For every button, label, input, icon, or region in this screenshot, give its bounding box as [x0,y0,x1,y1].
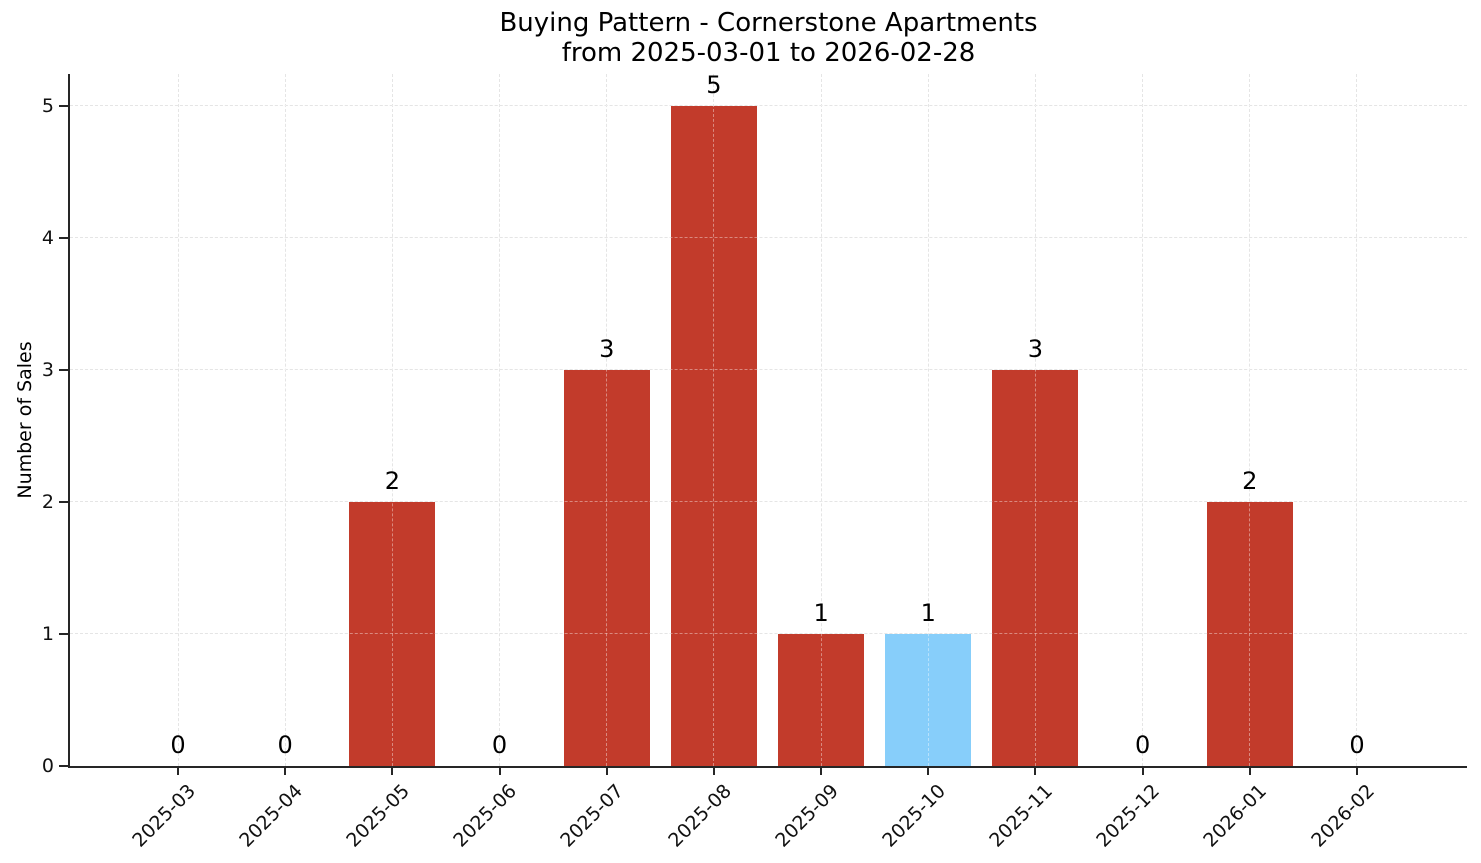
v-gridline-overlay [1249,74,1251,766]
x-tick-label-2025-04: 2025-04 [235,780,307,852]
x-tick-label-2025-09: 2025-09 [770,780,843,852]
x-tick-mark [712,766,715,775]
x-tick-mark [177,766,179,775]
v-gridline-overlay [1142,74,1144,766]
bar-2025-09 [778,633,865,766]
chart-title: Buying Pattern - Cornerstone Apartments [499,8,1038,38]
x-tick-label-2025-05: 2025-05 [342,780,414,852]
bar-value-label-2026-02: 0 [1349,731,1365,759]
h-gridline-overlay [70,501,1467,503]
y-tick-label: 3 [41,358,54,381]
x-tick-label-2026-01: 2026-01 [1199,780,1272,852]
x-tick-mark [1034,766,1037,775]
bar-value-label-2025-06: 0 [491,731,508,759]
bar-2025-07 [563,369,650,766]
plot-area: 0 1 2 3 4 5 2025-03 0 2025-04 0 2025-05 2 2025-06 0 20… [42,70,1467,852]
v-gridline [1142,74,1144,766]
x-tick-label-2025-12: 2025-12 [1092,780,1165,852]
chart-title-block: Buying Pattern - Cornerstone Apartments … [70,8,1467,68]
v-gridline [391,74,393,766]
v-gridline [820,74,822,766]
bar-2025-08 [670,105,757,766]
h-gridline [70,237,1467,239]
x-axis-spine [68,766,1467,768]
bar-value-label-2025-08: 5 [706,70,722,99]
v-gridline-overlay [1034,74,1036,766]
y-tick-mark [59,632,68,635]
h-gridline [70,633,1467,635]
bar-value-label-2025-04: 0 [277,731,293,759]
y-tick-label: 0 [41,755,54,777]
x-tick-mark [498,766,501,775]
y-tick-mark [59,368,68,371]
x-tick-label-2025-11: 2025-11 [985,780,1058,852]
x-tick-mark [927,766,930,775]
v-gridline [927,74,929,766]
v-gridline [177,74,179,766]
h-gridline [70,369,1467,371]
x-tick-mark [284,766,287,775]
y-tick-mark [59,765,68,767]
x-tick-label-2025-07: 2025-07 [556,780,629,852]
y-tick-label: 1 [41,622,54,645]
x-tick-label-2025-08: 2025-08 [663,780,736,852]
v-gridline-overlay [606,74,608,766]
bar-value-label-2025-03: 0 [170,731,186,759]
h-gridline-overlay [70,237,1467,239]
x-tick-mark [820,766,823,775]
x-tick-label-2025-10: 2025-10 [878,780,950,852]
y-axis-spine [68,74,70,768]
y-tick-label: 4 [41,226,54,249]
bar-2025-05 [349,501,436,766]
y-tick-label: 2 [41,490,54,513]
bar-2025-10 [885,633,972,766]
y-tick-label: 5 [41,94,54,117]
x-tick-mark [1355,766,1358,775]
x-tick-mark [1248,766,1251,775]
y-tick-mark [59,236,68,239]
v-gridline [284,74,286,766]
v-gridline-overlay [499,74,501,766]
bar-value-label-2026-01: 2 [1242,466,1258,495]
bar-value-label-2025-05: 2 [384,466,400,495]
v-gridline-overlay [713,74,715,766]
v-gridline-overlay [284,74,286,766]
x-tick-mark [391,766,394,775]
bar-2025-11 [992,369,1079,766]
x-tick-label-2026-02: 2026-02 [1306,780,1379,852]
bar-value-label-2025-07: 3 [599,334,615,363]
v-gridline-overlay [1356,74,1358,766]
h-gridline-overlay [70,633,1467,635]
v-gridline [499,74,501,766]
x-tick-label-2025-06: 2025-06 [449,780,522,852]
bar-value-label-2025-12: 0 [1134,731,1151,759]
v-gridline-overlay [820,74,822,766]
y-tick-mark [59,104,68,107]
h-gridline-overlay [70,105,1467,107]
v-gridline-overlay [391,74,393,766]
h-gridline [70,105,1467,107]
chart-subtitle: from 2025-03-01 to 2026-02-28 [561,38,976,68]
x-tick-mark [605,766,608,775]
h-gridline [70,501,1467,503]
h-gridline-overlay [70,369,1467,371]
x-tick-label-2025-03: 2025-03 [127,780,200,852]
bar-value-label-2025-09: 1 [813,598,829,627]
v-gridline-overlay [927,74,929,766]
x-tick-mark [1141,766,1144,775]
v-gridline [1356,74,1358,766]
v-gridline-overlay [177,74,179,766]
bar-value-label-2025-10: 1 [920,598,936,627]
v-gridline [1249,74,1251,766]
y-tick-mark [59,500,68,503]
bar-2026-01 [1206,501,1293,766]
bar-value-label-2025-11: 3 [1027,334,1044,363]
